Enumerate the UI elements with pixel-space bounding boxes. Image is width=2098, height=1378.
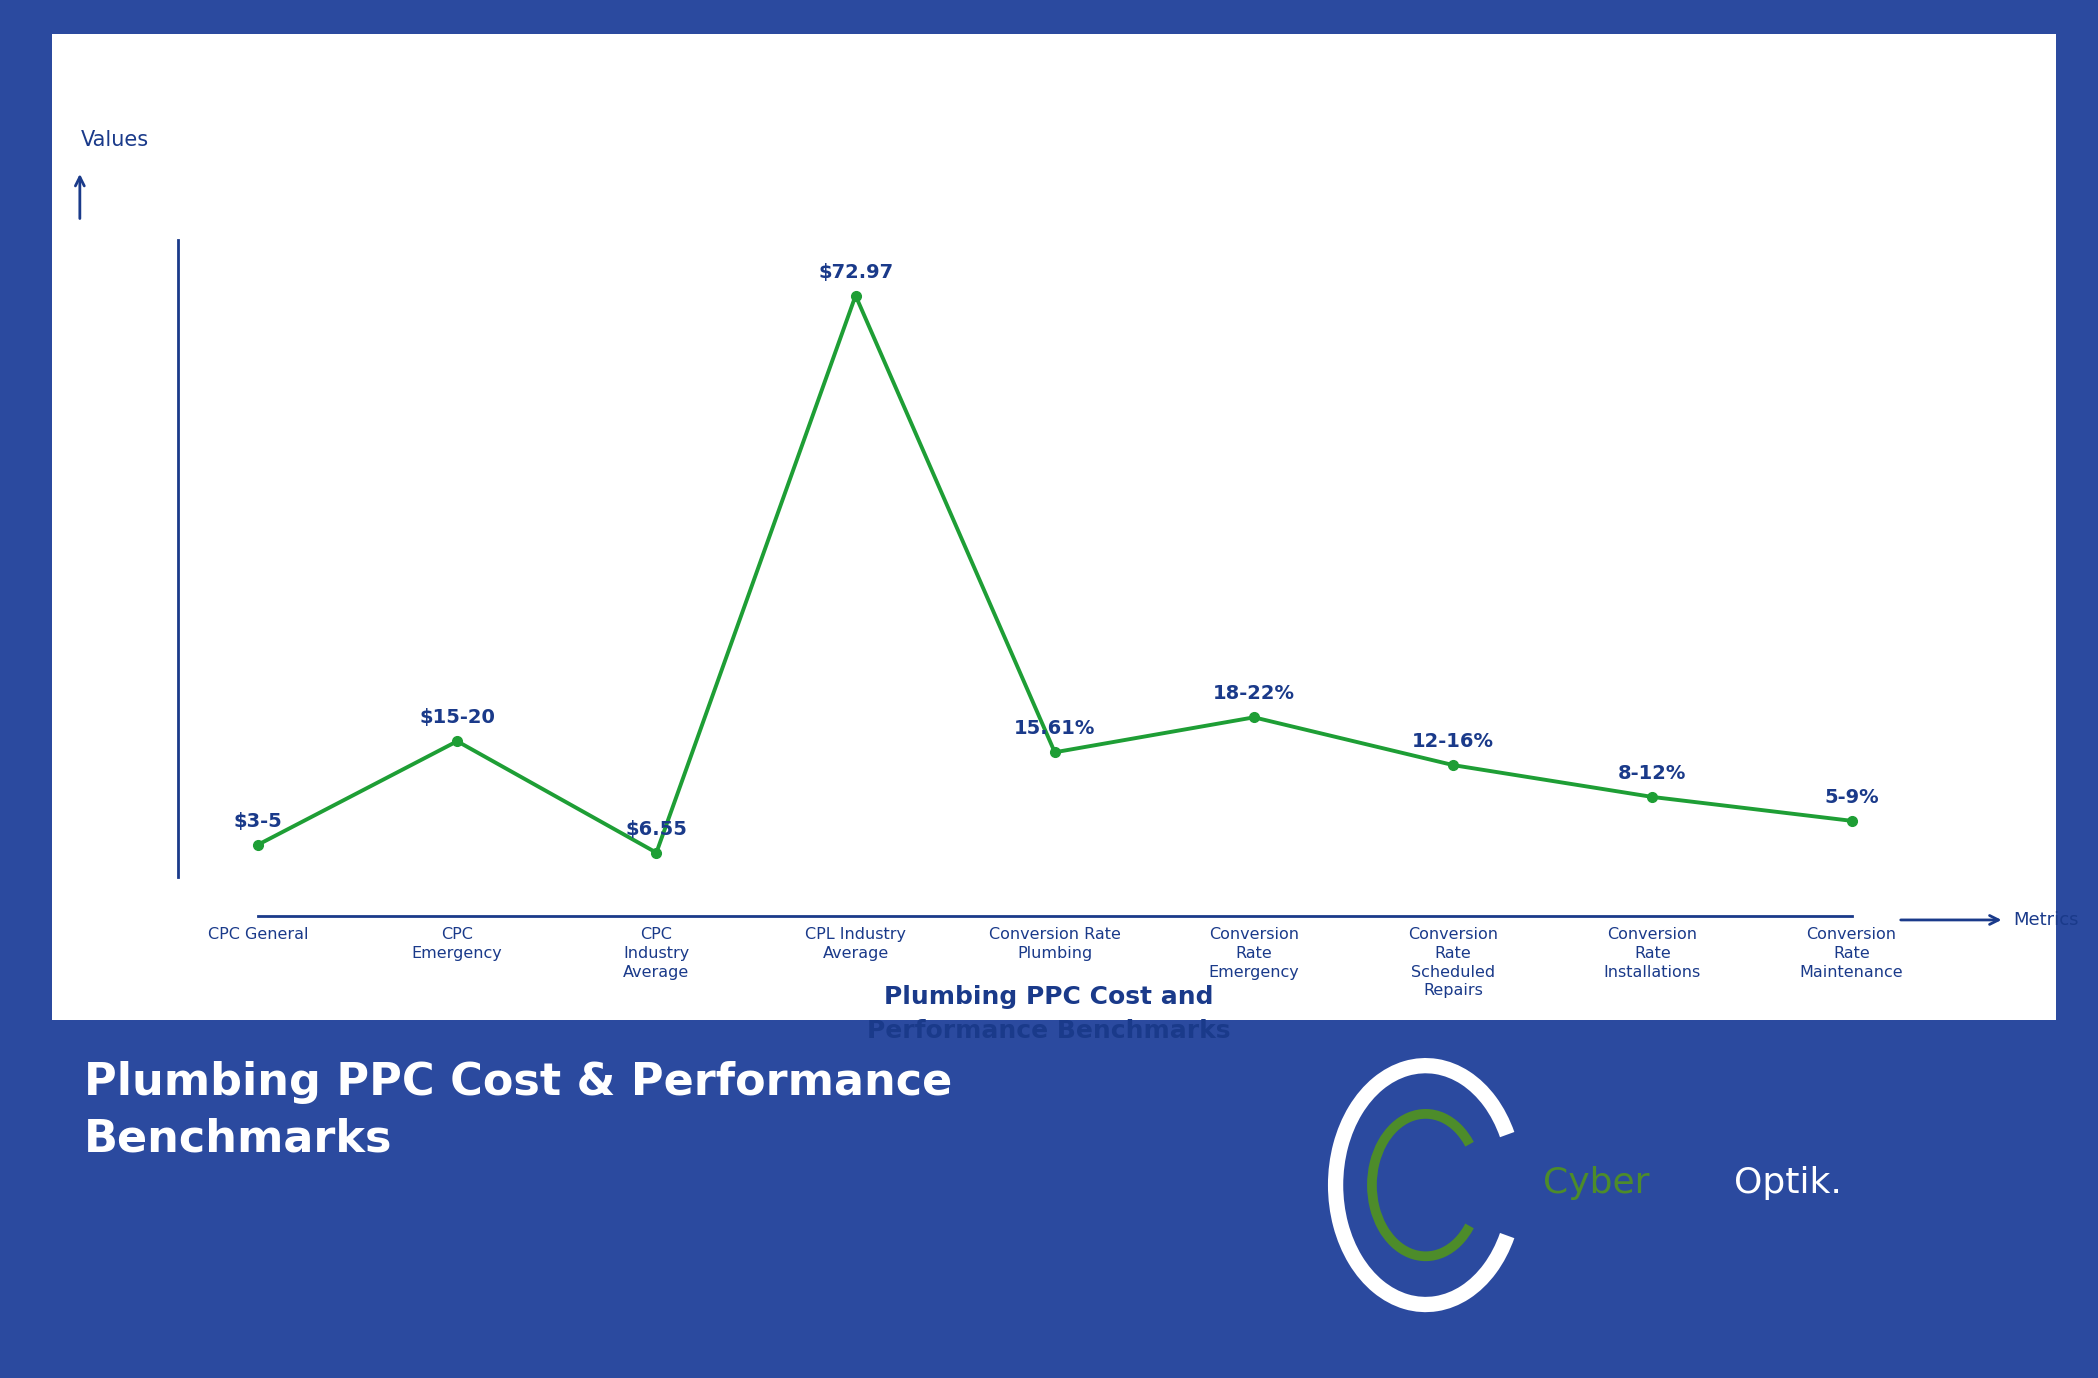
Text: 15.61%: 15.61% — [1013, 719, 1095, 739]
Text: $3-5: $3-5 — [233, 812, 283, 831]
Text: $6.55: $6.55 — [625, 820, 688, 839]
Text: Plumbing PPC Cost and
Performance Benchmarks: Plumbing PPC Cost and Performance Benchm… — [866, 985, 1232, 1043]
Text: 8-12%: 8-12% — [1618, 763, 1687, 783]
FancyBboxPatch shape — [2, 10, 2098, 1045]
Text: $72.97: $72.97 — [818, 263, 894, 281]
Text: Values: Values — [82, 130, 149, 150]
Text: Optik.: Optik. — [1733, 1166, 1842, 1200]
Text: Metrics: Metrics — [2014, 911, 2079, 929]
Text: Plumbing PPC Cost & Performance
Benchmarks: Plumbing PPC Cost & Performance Benchmar… — [84, 1061, 952, 1160]
Text: 18-22%: 18-22% — [1213, 685, 1294, 703]
Text: 5-9%: 5-9% — [1825, 788, 1880, 808]
Text: 12-16%: 12-16% — [1412, 732, 1494, 751]
Text: $15-20: $15-20 — [420, 708, 495, 728]
Text: Cyber: Cyber — [1544, 1166, 1649, 1200]
